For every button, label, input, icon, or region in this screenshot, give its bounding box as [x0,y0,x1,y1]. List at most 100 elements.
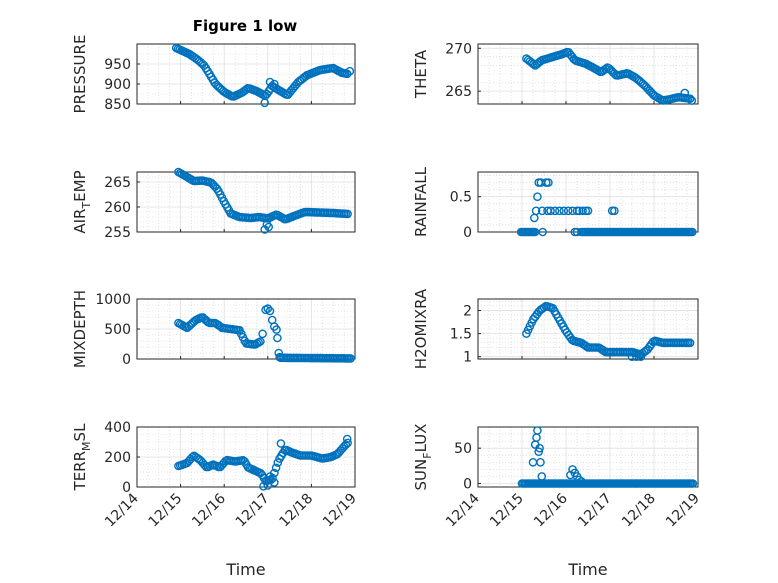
x-tick-label: 12/17 [575,491,615,531]
data-point [264,222,274,232]
y-tick-label: 500 [104,322,131,338]
y-label-subscript: M [80,441,93,451]
data-point [341,440,351,450]
chart-pressure: 850 900 950 PRESSURE [71,35,356,113]
data-point [536,457,545,467]
y-tick-label: 0 [463,225,472,241]
x-axis-label: Time [225,560,265,579]
data-point [265,472,275,481]
data-point [531,206,541,216]
data-point [550,206,560,216]
data-point [578,206,588,216]
y-axis-label: AIRTEMP [71,170,93,233]
data-point [343,438,352,448]
data-point [680,88,690,98]
x-tick-label: 12/19 [320,491,360,531]
x-tick-label: 12/14 [443,490,483,530]
x-tick-label: 12/18 [619,491,659,531]
data-point [687,96,697,105]
data-point [529,59,538,69]
y-tick-label: 900 [104,77,131,93]
plot-frame [477,298,699,360]
y-label-main: SUN [412,459,430,491]
y-axis-label: RAINFALL [412,166,430,237]
y-tick-label: 260 [104,200,131,216]
data-point [535,443,544,453]
y-tick-label: 50 [454,441,472,457]
data-point [546,206,555,216]
data-point [610,206,619,216]
y-tick-label: 200 [104,450,131,466]
data-point [265,306,275,316]
data-point [343,209,352,219]
y-axis-label: TERRMSL [71,423,93,492]
data-point [260,98,270,108]
data-point [265,77,275,87]
data-point [685,94,695,103]
data-point [577,477,586,486]
data-point [544,178,553,187]
x-tick-label: 12/18 [276,491,316,531]
data-point [258,329,267,339]
data-point [342,69,352,79]
y-tick-label: 0 [463,476,472,492]
data-point [566,470,575,480]
chart-h2omixra: 1 1.5 2 H2OMIXRA [412,288,699,369]
data-point [273,333,282,343]
data-point [538,227,548,237]
data-point [537,472,547,481]
y-label-rest: LUX [412,424,430,453]
data-point [533,192,542,201]
y-tick-label: 265 [445,84,472,100]
y-tick-label: 0.5 [450,190,472,206]
data-point [345,66,355,76]
data-point [273,458,283,467]
x-tick-label: 12/14 [102,490,142,530]
y-tick-label: 255 [104,225,131,241]
y-tick-label: 265 [104,175,131,191]
y-tick-label: 950 [104,57,131,73]
chart-theta: 265 270 THETA [412,41,699,105]
data-point [574,475,584,485]
y-tick-label: 1.5 [450,327,472,343]
data-point [627,352,637,362]
y-label-main: TERR [71,451,89,492]
plot-frame [477,43,699,105]
data-point [269,478,279,487]
data-point [559,206,569,216]
y-axis-label: MIXDEPTH [71,290,89,368]
y-tick-label: 0 [122,480,131,496]
data-point [583,206,593,216]
chart-sunflux: 0 50 SUNFLUX 12/14 12/15 12/16 12/17 12/18 12/19… [412,424,703,579]
y-tick-label: 400 [104,420,131,436]
x-tick-label: 12/16 [189,490,229,530]
y-tick-label: 0 [122,352,131,368]
y-axis-label: H2OMIXRA [412,288,430,369]
plot-frame [136,171,356,233]
data-point [688,479,698,488]
plot-frame [136,43,356,105]
chart-rainfall: 0 0.5 RAINFALL [412,166,699,241]
y-tick-label: 850 [104,97,131,113]
data-point [269,79,279,89]
x-tick-label: 12/15 [146,491,186,531]
x-tick-label: 12/17 [233,491,273,531]
data-point [346,354,355,363]
data-point [276,439,286,448]
x-tick-label: 12/16 [531,490,571,530]
figure-title: Figure 1 low [193,17,298,35]
y-label-subscript: T [80,202,93,210]
data-point [572,227,582,237]
data-point [563,206,573,216]
data-point [601,64,610,74]
y-axis-label: SUNFLUX [412,424,434,491]
data-point [274,348,284,358]
data-point [534,447,544,457]
data-point [259,481,268,491]
x-axis-label: Time [567,560,607,579]
y-tick-label: 1 [463,350,472,366]
y-tick-label: 2 [463,304,472,320]
chart-airtemp: 255 260 265 AIRTEMP [71,167,356,241]
data-point [555,206,564,216]
